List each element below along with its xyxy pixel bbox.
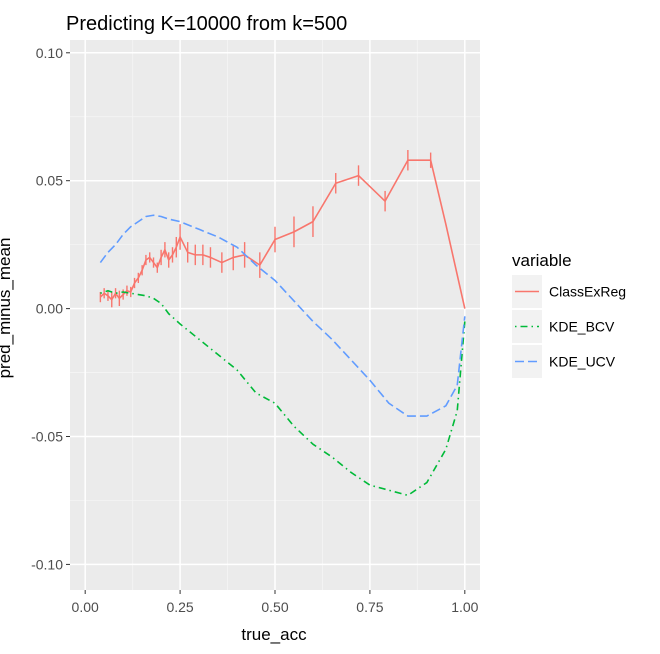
legend-label: KDE_UCV xyxy=(549,354,616,370)
legend-item-ClassExReg: ClassExReg xyxy=(512,275,626,308)
x-tick-label: 0.00 xyxy=(72,599,99,615)
x-tick-label: 1.00 xyxy=(451,599,478,615)
legend-item-KDE_BCV: KDE_BCV xyxy=(512,310,615,343)
series-KDE_BCV xyxy=(100,289,466,497)
y-axis-title: pred_minus_mean xyxy=(0,238,14,379)
legend-label: ClassExReg xyxy=(549,284,626,300)
x-tick-label: 0.25 xyxy=(166,599,193,615)
legend-item-KDE_UCV: KDE_UCV xyxy=(512,345,616,378)
series-line-KDE_BCV xyxy=(100,289,466,497)
chart-title: Predicting K=10000 from k=500 xyxy=(66,13,347,35)
y-tick-label: 0.10 xyxy=(36,45,63,61)
legend-title: variable xyxy=(512,251,572,270)
x-tick-label: 0.75 xyxy=(356,599,383,615)
axis-ticks: 0.00 0.25 0.50 0.75 1.00 0.10 0.05 0.00 -0.05 -0.… xyxy=(31,45,479,615)
series-line-KDE_UCV xyxy=(99,214,466,417)
gridlines xyxy=(70,40,480,590)
x-tick-label: 0.50 xyxy=(261,599,288,615)
legend-label: KDE_BCV xyxy=(549,319,615,335)
y-tick-label: 0.05 xyxy=(36,173,63,189)
legend: variable ClassExReg KDE_BCV KDE_UCV xyxy=(512,251,626,378)
y-tick-label: -0.05 xyxy=(31,429,63,445)
y-tick-label: -0.10 xyxy=(31,556,63,572)
y-tick-label: 0.00 xyxy=(36,301,63,317)
series-KDE_UCV xyxy=(99,214,466,417)
x-axis-title: true_acc xyxy=(241,625,307,644)
series-layer xyxy=(99,150,466,497)
